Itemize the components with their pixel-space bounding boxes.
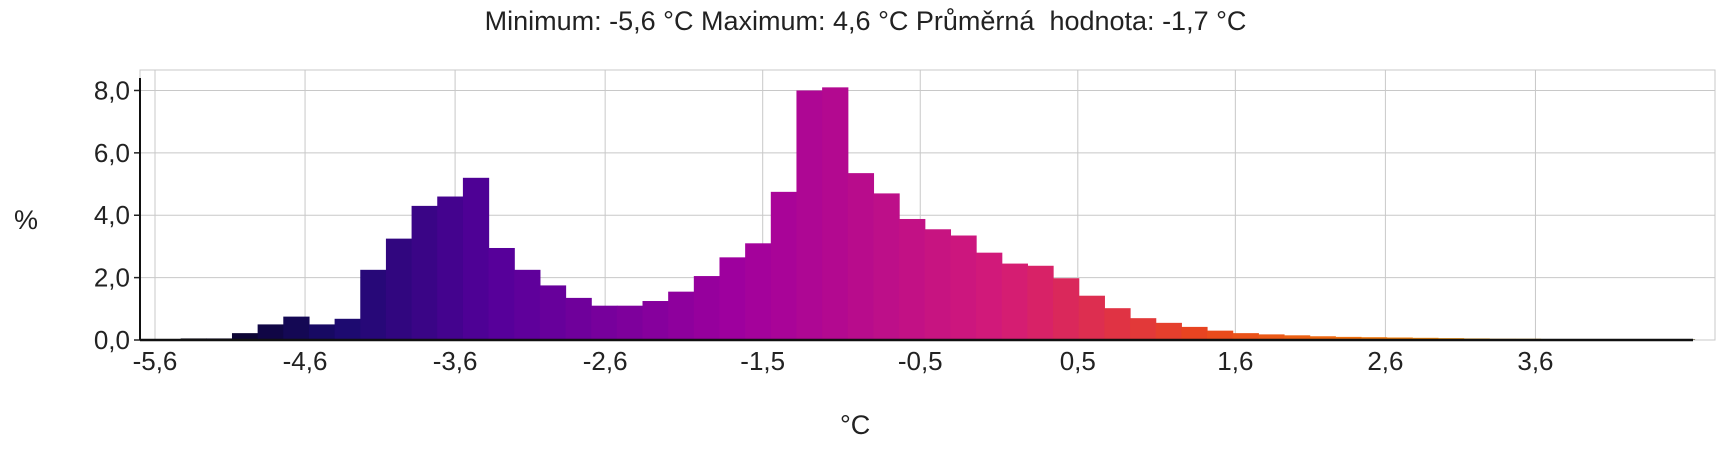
- histogram-bar: [283, 316, 310, 340]
- histogram-bar: [231, 333, 259, 340]
- avg-label: Průměrná hodnota:: [915, 6, 1155, 36]
- histogram-bar: [591, 305, 618, 340]
- x-tick-label: -0,5: [898, 346, 943, 376]
- x-tick-label: 0,5: [1060, 346, 1096, 376]
- y-tick-label: 0,0: [94, 325, 130, 355]
- histogram-bar: [437, 196, 464, 340]
- histogram-bar: [1001, 263, 1028, 340]
- histogram-bar: [257, 324, 284, 340]
- y-tick-label: 2,0: [94, 263, 130, 293]
- histogram-bar: [719, 257, 746, 340]
- histogram-bar: [642, 301, 669, 340]
- histogram-bar: [1232, 333, 1259, 340]
- histogram-bar: [924, 229, 952, 340]
- histogram-bar: [565, 297, 592, 340]
- x-tick-label: -2,6: [583, 346, 628, 376]
- histogram-bar: [745, 243, 772, 340]
- histogram-bar: [488, 247, 515, 340]
- histogram-bar: [796, 90, 823, 340]
- histogram-bar: [873, 193, 900, 340]
- avg-value: -1,7: [1162, 6, 1209, 36]
- histogram-bar: [360, 269, 387, 340]
- histogram-bar: [308, 324, 336, 340]
- x-tick-label: -4,6: [283, 346, 328, 376]
- histogram-bar: [539, 285, 567, 340]
- histogram-bar: [1206, 330, 1234, 340]
- histogram-bar: [822, 87, 849, 340]
- axes: [134, 78, 1693, 342]
- y-tick-label: 4,0: [94, 200, 130, 230]
- histogram-bar: [462, 177, 490, 340]
- histogram-bar: [693, 276, 721, 340]
- min-unit: °C: [663, 6, 694, 36]
- x-tick-label: 3,6: [1517, 346, 1553, 376]
- histogram-bar: [1078, 295, 1105, 340]
- histogram-bar: [899, 218, 926, 340]
- y-axis-label: %: [14, 205, 39, 235]
- x-tick-label: 1,6: [1217, 346, 1253, 376]
- x-tick-label: -5,6: [133, 346, 178, 376]
- histogram-bar: [1309, 336, 1336, 340]
- max-unit: °C: [878, 6, 909, 36]
- max-label: Maximum:: [700, 6, 826, 36]
- histogram-bar: [976, 252, 1003, 340]
- histogram-bar: [1360, 337, 1388, 340]
- histogram-bar: [616, 305, 644, 340]
- histogram-bar: [1130, 318, 1157, 340]
- histogram-bar: [1104, 308, 1131, 340]
- histogram-bar: [514, 269, 541, 340]
- histogram-bar: [950, 235, 977, 340]
- histogram-bar: [1053, 278, 1080, 340]
- histogram-bar: [1181, 326, 1208, 340]
- x-tick-label: -1,5: [740, 346, 785, 376]
- y-tick-labels: 0,0 2,0 4,0 6,0 8,0: [94, 75, 130, 355]
- y-tick-label: 8,0: [94, 75, 130, 105]
- x-tick-label: -3,6: [433, 346, 478, 376]
- histogram-bar: [1027, 265, 1054, 340]
- histogram-bar: [770, 191, 798, 340]
- x-tick-labels: -5,6 -4,6 -3,6 -2,6 -1,5 -0,5 0,5 1,6 2,6 3,6: [133, 346, 1554, 376]
- histogram-bar: [385, 238, 413, 340]
- histogram-bar: [1258, 334, 1285, 340]
- x-tick-label: 2,6: [1367, 346, 1403, 376]
- histogram-bar: [334, 318, 361, 340]
- max-value: 4,6: [833, 6, 871, 36]
- histogram-bar: [847, 173, 875, 340]
- histogram-bar: [1335, 336, 1362, 340]
- histogram-bar: [668, 291, 695, 340]
- avg-unit: °C: [1216, 6, 1247, 36]
- histogram-bar: [1155, 322, 1182, 340]
- x-axis-label: °C: [840, 410, 871, 440]
- histogram-bar: [1283, 335, 1311, 340]
- histogram-bar: [411, 205, 438, 340]
- min-label: Minimum:: [484, 6, 602, 36]
- min-value: -5,6: [609, 6, 656, 36]
- y-tick-label: 6,0: [94, 138, 130, 168]
- histogram-bars: [155, 87, 1696, 340]
- chart-title: Minimum: -5,6 °C Maximum: 4,6 °C Průměrn…: [0, 6, 1731, 37]
